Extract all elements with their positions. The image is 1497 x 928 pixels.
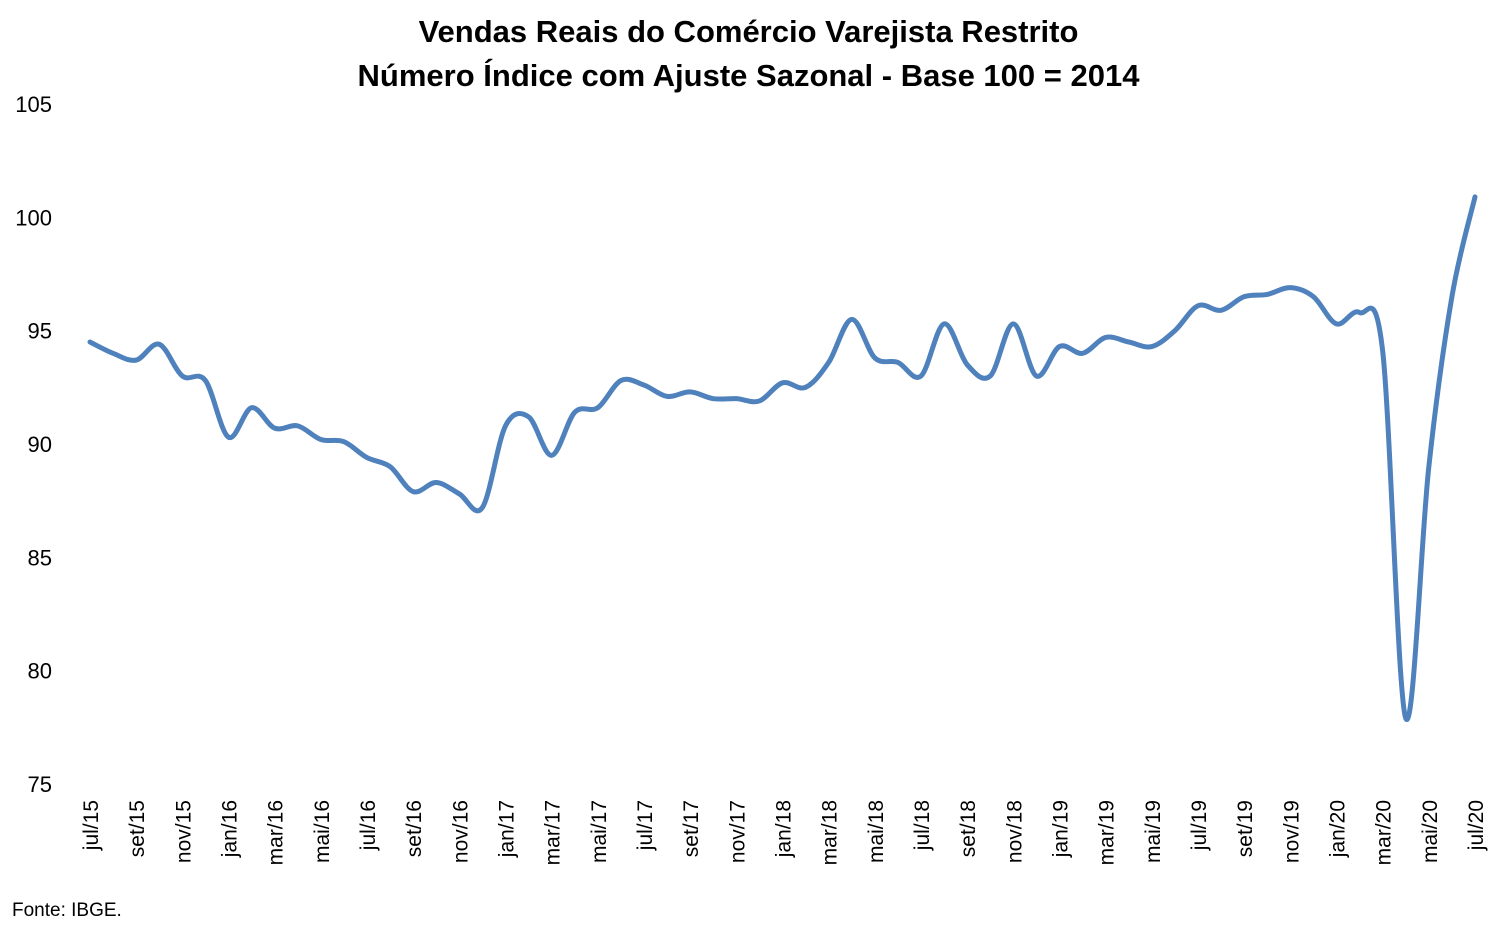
x-tick-label: nov/15 [172, 800, 195, 863]
x-tick-label: jul/15 [80, 800, 103, 851]
x-tick-label: mai/16 [311, 800, 334, 863]
x-tick-label: nov/16 [449, 800, 472, 863]
x-tick-label: mai/20 [1419, 800, 1442, 863]
series-line [87, 194, 1478, 723]
x-tick-label: mai/17 [588, 800, 611, 863]
x-tick-label: jul/20 [1465, 800, 1488, 851]
x-tick-label: nov/19 [1280, 800, 1303, 863]
y-tick-label: 80 [28, 659, 52, 684]
x-tick-label: set/18 [957, 800, 980, 857]
y-tick-label: 95 [28, 319, 52, 344]
x-tick-label: mar/20 [1373, 800, 1396, 865]
x-tick-label: nov/17 [726, 800, 749, 863]
chart-title: Vendas Reais do Comércio Varejista Restr… [418, 14, 1079, 49]
x-tick-label: mar/16 [265, 800, 288, 865]
y-tick-label: 90 [28, 432, 52, 457]
x-tick-label: jan/20 [1327, 800, 1350, 858]
x-tick-label: jan/16 [219, 800, 242, 858]
x-tick-label: nov/18 [1003, 800, 1026, 863]
x-tick-label: mai/19 [1142, 800, 1165, 863]
x-tick-label: mar/17 [542, 800, 565, 865]
y-tick-label: 105 [15, 92, 52, 117]
y-tick-label: 85 [28, 545, 52, 570]
x-tick-label: set/19 [1234, 800, 1257, 857]
y-tick-label: 75 [28, 772, 52, 797]
x-tick-label: jul/17 [634, 800, 657, 851]
source-note: Fonte: IBGE. [12, 900, 122, 921]
x-tick-label: mar/19 [1096, 800, 1119, 865]
x-tick-label: set/15 [126, 800, 149, 857]
y-tick-label: 100 [15, 205, 52, 230]
x-tick-label: mar/18 [819, 800, 842, 865]
x-tick-label: jul/18 [911, 800, 934, 851]
x-tick-label: jul/19 [1188, 800, 1211, 851]
x-tick-label: set/17 [680, 800, 703, 857]
x-tick-label: jan/17 [496, 800, 519, 858]
x-tick-label: jul/16 [357, 800, 380, 851]
x-tick-label: jan/19 [1050, 800, 1073, 858]
x-tick-label: jan/18 [773, 800, 796, 858]
x-tick-label: set/16 [403, 800, 426, 857]
x-tick-label: mai/18 [865, 800, 888, 863]
chart-subtitle: Número Índice com Ajuste Sazonal - Base … [357, 58, 1140, 93]
